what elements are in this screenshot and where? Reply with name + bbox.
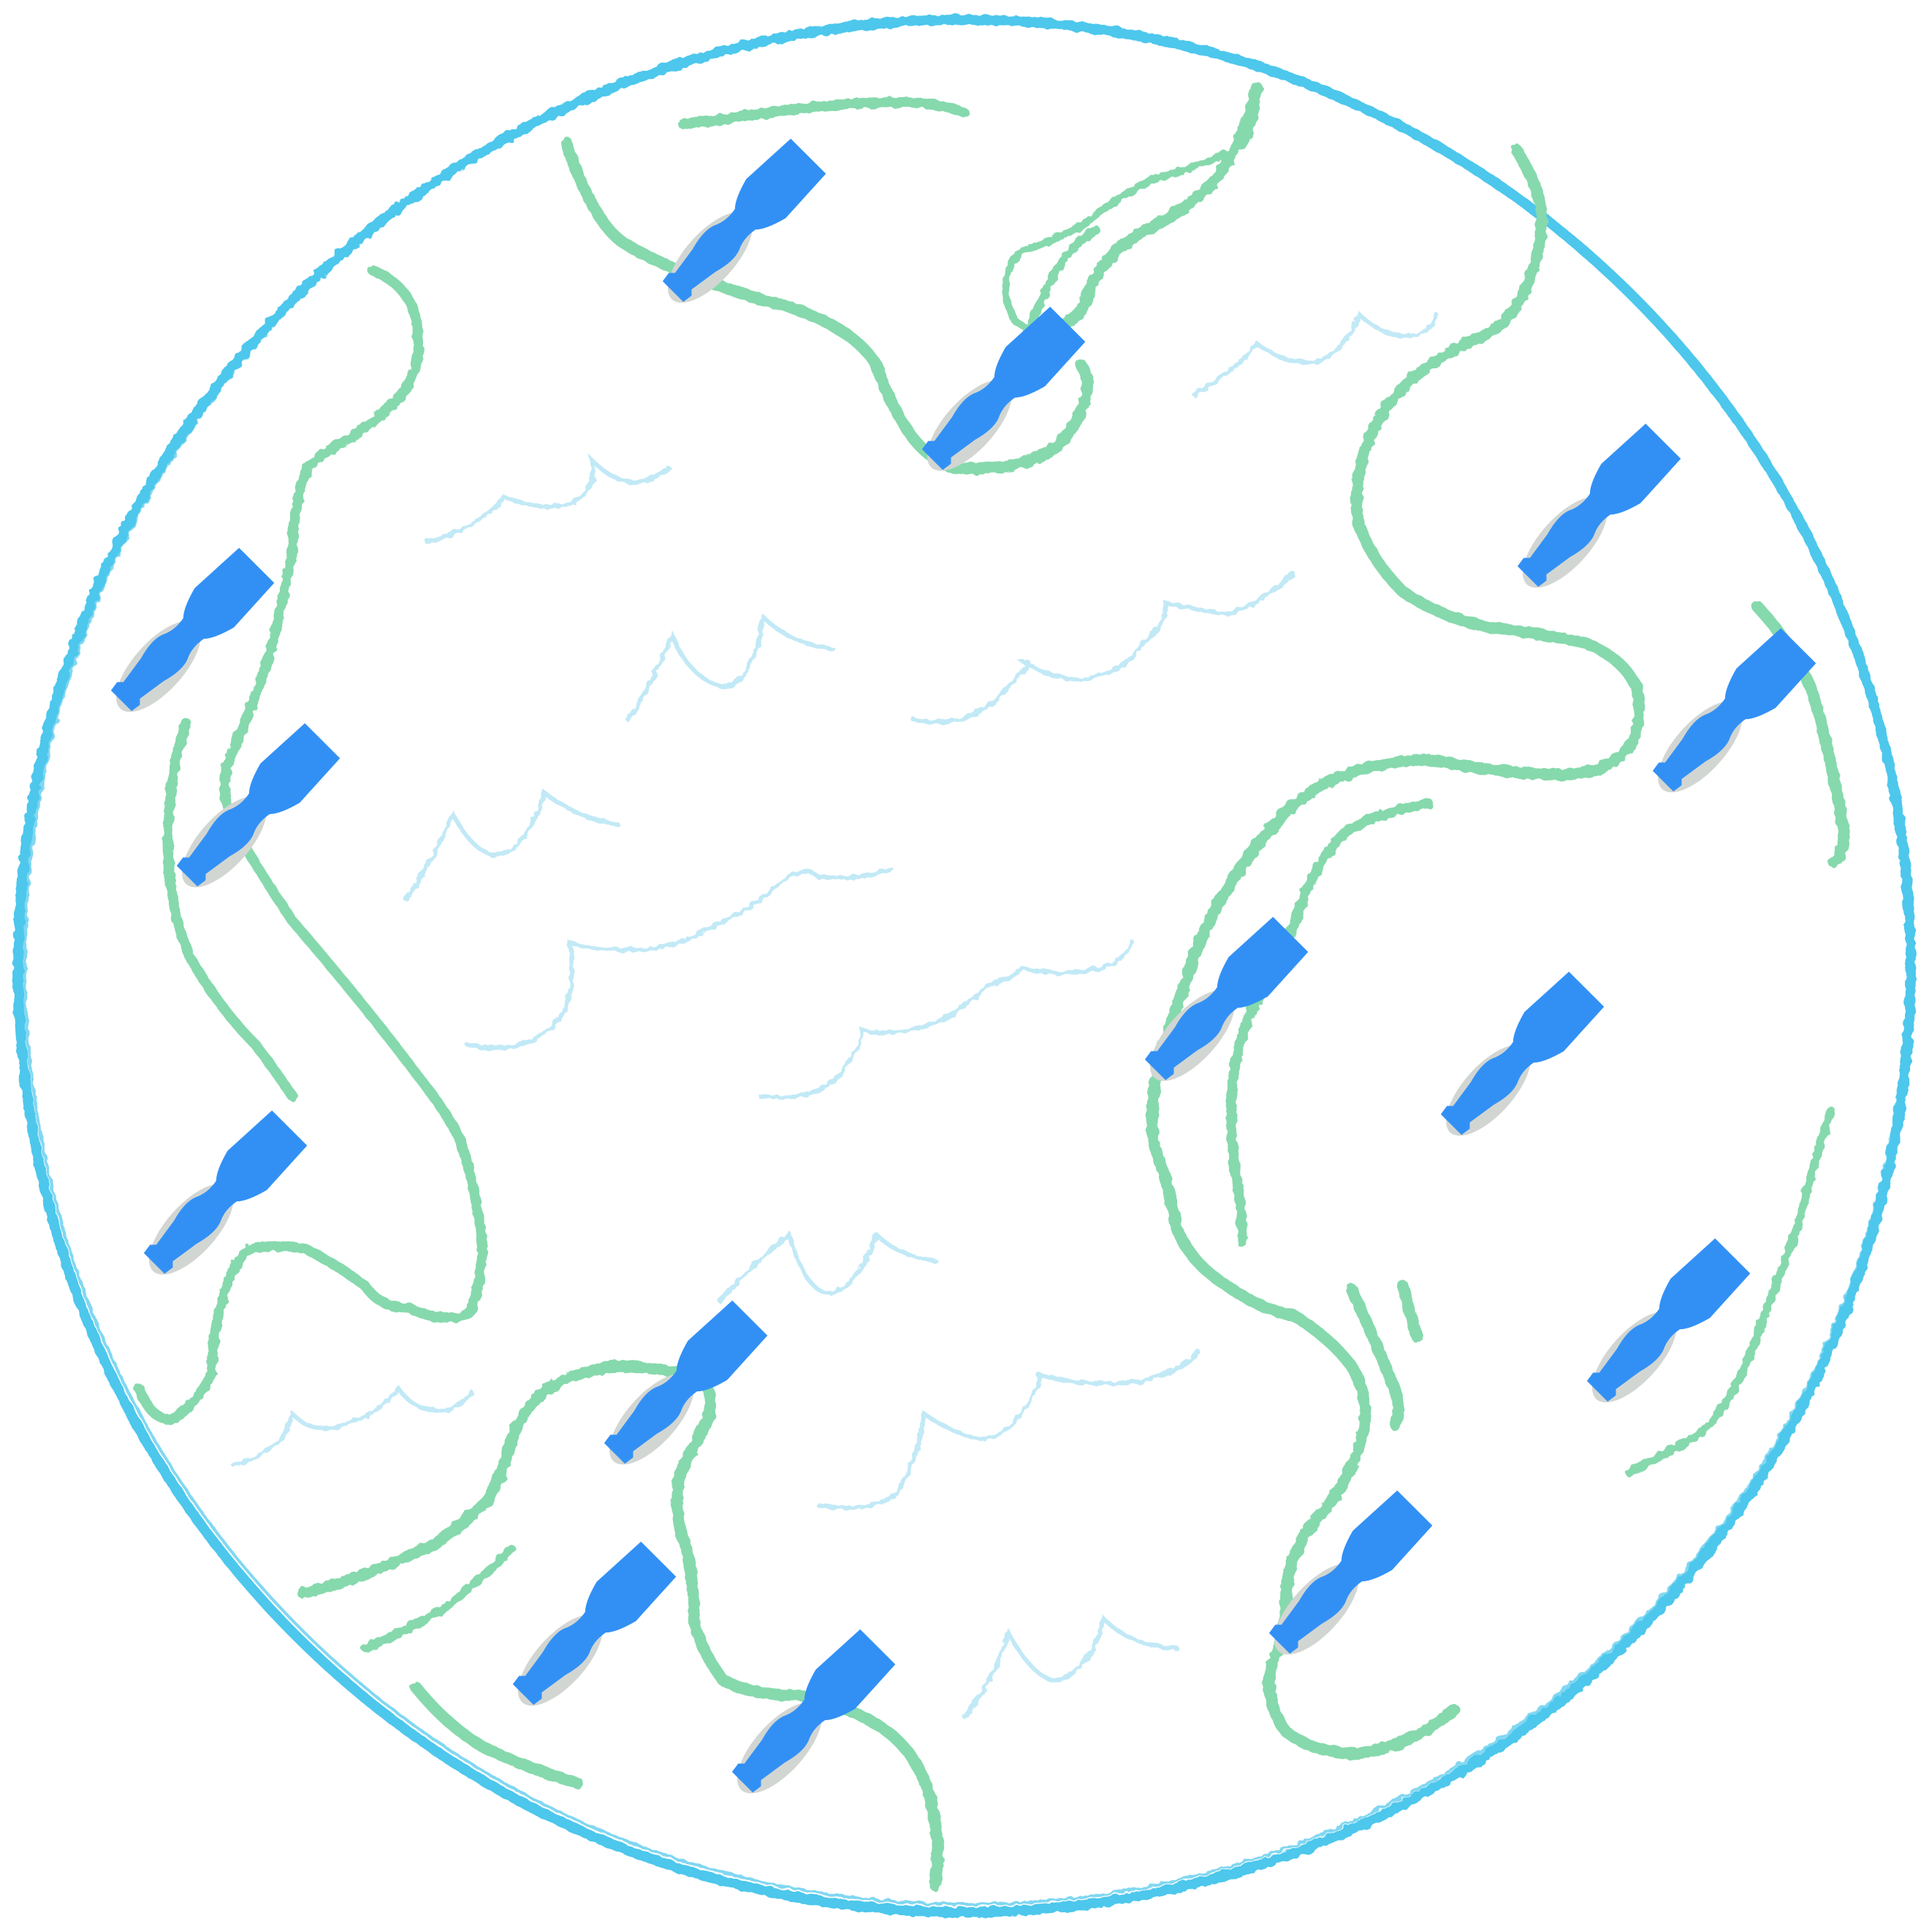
bottle-icon: [512, 1541, 677, 1705]
wave-line: [718, 1231, 937, 1303]
seaweed-strand: [1016, 88, 1260, 256]
ring-outline: [13, 15, 1916, 1917]
bottle-icon: [731, 1629, 896, 1793]
seaweed-strand: [411, 1682, 583, 1789]
seaweed-strand: [1625, 1106, 1835, 1477]
bottle-group: [1268, 1490, 1433, 1655]
wave-line: [758, 940, 1135, 1100]
bottle-icon: [662, 138, 826, 303]
bottle-group: [662, 138, 826, 303]
bottle-group: [1440, 971, 1605, 1136]
bottle-group: [512, 1541, 677, 1706]
wave-line: [626, 612, 835, 722]
seaweed-strand: [134, 265, 487, 1424]
bottle-icon: [921, 306, 1086, 471]
bottle-icon: [143, 1110, 308, 1274]
wave-line: [816, 1350, 1201, 1510]
wave-line: [403, 788, 620, 901]
seaweed-strand: [560, 137, 1093, 475]
bottle-icon: [1517, 423, 1681, 587]
bottle-icon: [1144, 916, 1309, 1081]
ring-stroke-inner: [23, 20, 1909, 1906]
seaweed-strand: [163, 718, 297, 1101]
bottle-group: [731, 1629, 896, 1794]
bottle-icon: [1652, 628, 1816, 792]
bottle-icon: [604, 1300, 768, 1464]
wave-line: [1192, 310, 1438, 397]
bottle-group: [1652, 628, 1816, 793]
seaweed-strand: [1019, 226, 1100, 348]
wave-layer: [232, 310, 1438, 1719]
seaweed-strand: [678, 97, 970, 129]
bottle-icon: [1586, 1238, 1751, 1402]
seaweed-strand: [1046, 82, 1263, 335]
bottle-group: [143, 1110, 308, 1275]
wave-line: [911, 571, 1295, 724]
seaweed-strand: [1226, 799, 1434, 1247]
seaweed-strand: [1146, 144, 1645, 1760]
wave-line: [232, 1384, 473, 1467]
ring-stroke: [13, 15, 1916, 1917]
wave-line: [962, 1614, 1179, 1719]
seaweed-strand: [1397, 1280, 1423, 1343]
bottle-group: [1517, 423, 1681, 588]
wave-line: [425, 453, 671, 544]
bottle-group: [604, 1300, 768, 1465]
bottle-icon: [1268, 1490, 1433, 1654]
seaweed-strand: [1346, 1284, 1404, 1431]
bottle-layer: [110, 138, 1816, 1794]
bottle-group: [110, 547, 275, 712]
seaweed-strand: [361, 1545, 516, 1652]
bottle-group: [176, 723, 340, 888]
wave-line: [465, 867, 894, 1050]
bottle-icon: [110, 547, 275, 712]
bottle-icon: [1440, 971, 1605, 1136]
bottle-group: [921, 306, 1086, 471]
bottle-group: [1586, 1238, 1751, 1403]
bottle-group: [1144, 916, 1309, 1081]
bottle-icon: [176, 723, 340, 887]
